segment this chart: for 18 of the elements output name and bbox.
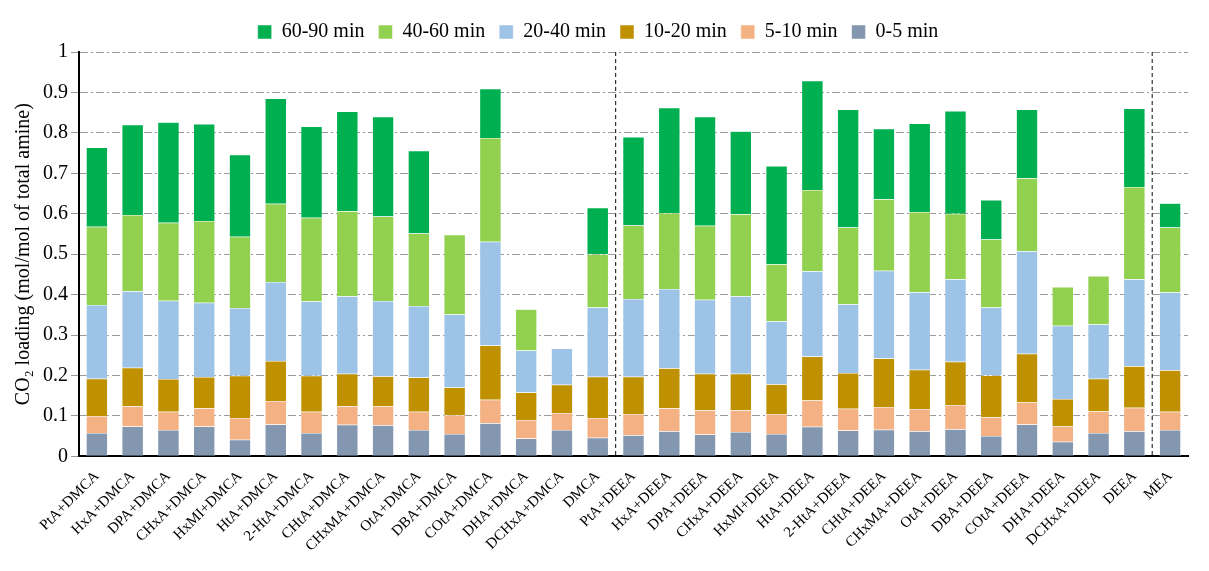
legend-label: 40-60 min [402,19,486,42]
y-tick-label: 0.4 [43,281,68,304]
y-tick-label: 0.7 [43,160,68,183]
y-tick-label: 0.8 [43,120,68,143]
y-tick-label: 0.9 [43,79,68,102]
legend-label: 10-20 min [644,19,727,42]
y-tick-label: 0.3 [43,322,68,345]
legend-label: 0-5 min [875,19,939,42]
y-tick-label: 0 [58,443,68,466]
y-axis-title: CO₂ loading (mol/mol of total amine) [11,103,35,406]
y-tick-label: 0.5 [43,241,68,264]
y-tick-label: 0.1 [43,403,68,426]
legend-label: 20-40 min [523,19,607,42]
y-tick-label: 0.2 [43,362,68,385]
y-tick-label: 1 [58,39,68,62]
legend-label: 5-10 min [764,19,838,42]
legend-label: 60-90 min [281,19,365,42]
y-tick-label: 0.6 [43,200,68,223]
